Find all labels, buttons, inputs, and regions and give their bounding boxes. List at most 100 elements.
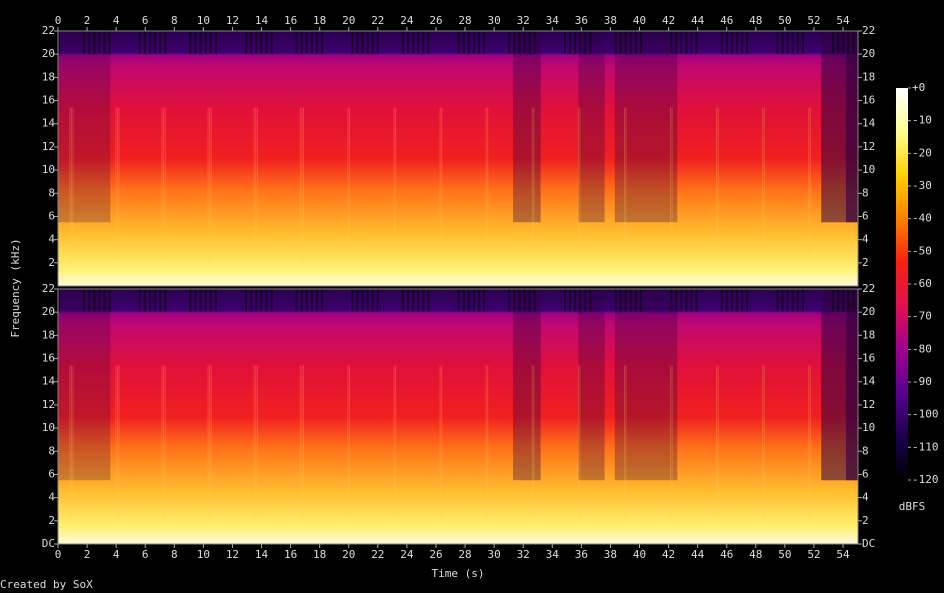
spectrogram-streak: [716, 365, 718, 519]
spectrogram-streak: [161, 365, 163, 519]
spectrogram-stripe: [316, 289, 319, 312]
y-tick-label: 12: [42, 398, 55, 411]
spectrogram-stripe: [149, 31, 152, 54]
spectrogram-stripe: [138, 289, 141, 312]
spectrogram-stripe: [194, 289, 197, 312]
colorbar-tick-label: -70: [912, 310, 932, 323]
spectrogram-stripe: [376, 289, 379, 312]
spectrogram-stripe: [680, 31, 683, 54]
spectrogram-stripe: [483, 289, 486, 312]
y-tick-label: 12: [42, 140, 55, 153]
spectrogram-streak: [625, 107, 627, 261]
x-tick-label: 0: [55, 14, 62, 27]
spectrogram-stripe: [422, 289, 425, 312]
x-tick-label: 22: [371, 14, 384, 27]
spectrogram-stripe: [589, 289, 592, 312]
spectrogram-stripe: [462, 31, 465, 54]
spectrogram-stripe: [199, 289, 202, 312]
spectrogram-stripe: [675, 31, 678, 54]
spectrogram-streak: [623, 107, 625, 261]
spectrogram-streak: [117, 365, 119, 519]
spectrogram-stripe: [690, 31, 693, 54]
spectrogram-stripe: [255, 289, 258, 312]
colorbar-tick-label: -50: [912, 244, 932, 257]
spectrogram-streak: [299, 365, 301, 519]
x-tick-label: 16: [284, 14, 297, 27]
spectrogram-stripe: [508, 31, 511, 54]
spectrogram-stripe: [513, 289, 516, 312]
spectrogram-streak: [441, 107, 443, 261]
spectrogram-stripe: [366, 289, 369, 312]
spectrogram-stripe: [685, 289, 688, 312]
colorbar-label: dBFS: [899, 500, 926, 513]
spectrogram-stripe: [250, 31, 253, 54]
spectrogram-stripe: [791, 289, 794, 312]
spectrogram-stripe: [321, 31, 324, 54]
spectrogram-stripe: [467, 289, 470, 312]
spectrogram-streak: [72, 107, 74, 261]
y-tick-label: 18: [42, 70, 55, 83]
x-tick-label: 16: [284, 548, 297, 561]
spectrogram-stripe: [472, 289, 475, 312]
spectrogram-streak: [299, 107, 301, 261]
y-tick-label: 22: [42, 282, 55, 295]
spectrogram-stripe: [108, 31, 111, 54]
x-tick-label: 34: [546, 548, 560, 561]
colorbar-tick-label: -80: [912, 342, 932, 355]
spectrogram-stripe: [351, 289, 354, 312]
spectrogram-stripe: [579, 31, 582, 54]
spectrogram-streak: [163, 107, 165, 261]
x-tick-label: 46: [720, 14, 733, 27]
spectrogram-stripe: [670, 289, 673, 312]
spectrogram-streak: [256, 107, 258, 261]
spectrogram-streak: [533, 365, 535, 519]
spectrogram-stripe: [528, 289, 531, 312]
spectrogram-stripe: [422, 31, 425, 54]
spectrogram-streak: [69, 365, 71, 519]
spectrogram-streak: [118, 107, 120, 261]
spectrogram-streak: [164, 365, 166, 519]
x-tick-label: 6: [142, 548, 149, 561]
spectrogram-streak: [210, 107, 212, 261]
y-tick-label: 8: [48, 444, 55, 457]
spectrogram-streak: [487, 107, 489, 261]
spectrogram-streak: [441, 365, 443, 519]
spectrogram-stripe: [189, 31, 192, 54]
spectrogram-streak: [161, 107, 163, 261]
x-tick-label: 20: [342, 14, 355, 27]
spectrogram-streak: [302, 107, 304, 261]
spectrogram-stripe: [837, 289, 840, 312]
spectrogram-stripe: [305, 289, 308, 312]
spectrogram-streak: [762, 107, 764, 261]
spectrogram-stripe: [629, 289, 632, 312]
spectrogram-stripe: [847, 289, 850, 312]
spectrogram-stripe: [837, 31, 840, 54]
x-tick-label: 24: [400, 14, 414, 27]
y-tick-label: 22: [862, 24, 875, 37]
y-tick-label: 20: [42, 305, 55, 318]
x-tick-label: 22: [371, 548, 384, 561]
spectrogram-stripe: [361, 31, 364, 54]
spectrogram-stripe: [83, 289, 86, 312]
spectrogram-stripe: [624, 31, 627, 54]
spectrogram-streak: [209, 365, 211, 519]
spectrogram-stripe: [371, 31, 374, 54]
x-tick-label: 32: [517, 548, 530, 561]
colorbar-tick-label: -120: [912, 473, 939, 486]
spectrogram-streak: [808, 365, 810, 519]
y-tick-label: 6: [48, 467, 55, 480]
spectrogram-stripe: [427, 289, 430, 312]
colorbar-tick-label: -10: [912, 114, 932, 127]
spectrogram-streak: [115, 365, 117, 519]
y-tick-label: 22: [42, 24, 55, 37]
x-tick-label: 42: [662, 548, 675, 561]
spectrogram-stripe: [695, 289, 698, 312]
spectrogram-streak: [302, 365, 304, 519]
x-tick-label: 30: [488, 14, 501, 27]
x-tick-label: 26: [429, 14, 442, 27]
spectrogram-stripe: [786, 289, 789, 312]
x-axis-label: Time (s): [432, 567, 485, 580]
spectrogram-stripe: [245, 289, 248, 312]
spectrogram-stripe: [589, 31, 592, 54]
